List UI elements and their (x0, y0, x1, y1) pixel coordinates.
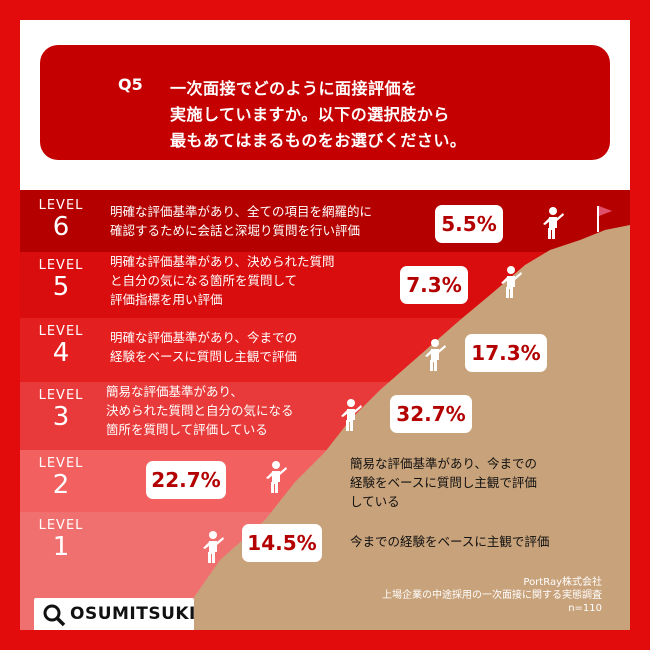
level-word: LEVEL (38, 324, 84, 339)
question-line-2: 実施していますか。以下の選択肢から (170, 105, 450, 124)
climber-icon-2 (266, 461, 287, 493)
climber-icon-3 (341, 399, 362, 431)
climber-icon-1 (203, 531, 224, 563)
level-number: 3 (52, 402, 70, 432)
value-bubble-6: 5.5% (435, 205, 503, 243)
climber-icon-4 (425, 339, 446, 371)
level-label-6: LEVEL 6 (20, 190, 102, 241)
level-number: 5 (52, 272, 70, 302)
level-band-6 (20, 190, 630, 252)
magnifier-icon (43, 604, 66, 627)
value-bubble-4: 17.3% (465, 334, 547, 372)
logo-text: OSUMITSUKI (70, 604, 196, 624)
question-box: Q5 一次面接でどのように面接評価を 実施していますか。以下の選択肢から 最もあ… (40, 45, 610, 160)
question-line-3: 最もあてはまるものをお選びください。 (170, 131, 467, 150)
level-number: 1 (52, 532, 70, 562)
level-number: 2 (52, 470, 70, 500)
level-label-4: LEVEL 4 (20, 316, 102, 367)
value-bubble-1: 14.5% (242, 524, 322, 562)
source-note: PortRay株式会社 上場企業の中途採用の一次面接に関する実態調査 n=110 (382, 576, 602, 615)
level-word: LEVEL (38, 258, 84, 273)
level-number: 4 (52, 338, 70, 368)
value-bubble-2: 22.7% (146, 461, 226, 499)
source-survey: 上場企業の中途採用の一次面接に関する実態調査 (382, 590, 602, 601)
level-number: 6 (52, 212, 70, 242)
logo: OSUMITSUKI (34, 598, 196, 630)
level-label-1: LEVEL 1 (20, 510, 102, 561)
level-label-3: LEVEL 3 (20, 380, 102, 431)
level-label-5: LEVEL 5 (20, 250, 102, 301)
poster-card: Q5 一次面接でどのように面接評価を 実施していますか。以下の選択肢から 最もあ… (20, 20, 630, 630)
flag-icon (599, 206, 612, 216)
value-bubble-3: 32.7% (390, 395, 472, 433)
level-description-6: 明確な評価基準があり、全ての項目を網羅的に 確認するために会話と深堀り質問を行い… (110, 204, 373, 238)
question-line-1: 一次面接でどのように面接評価を (170, 79, 418, 98)
level-description-3: 簡易な評価基準があり、 決められた質問と自分の気になる 箇所を質問して評価してい… (106, 384, 294, 437)
climber-icon-6 (543, 207, 564, 239)
level-word: LEVEL (38, 198, 84, 213)
source-company: PortRay株式会社 (523, 577, 602, 588)
level-description-2: 簡易な評価基準があり、今までの 経験をベースに質問し主観で評価 している (350, 456, 538, 509)
source-n: n=110 (568, 603, 602, 614)
question-number: Q5 (118, 75, 143, 94)
level-description-1: 今までの経験をベースに主観で評価 (350, 534, 550, 549)
level-word: LEVEL (38, 388, 84, 403)
value-bubble-5: 7.3% (400, 266, 468, 304)
level-word: LEVEL (38, 456, 84, 471)
climber-icon-5 (501, 266, 522, 298)
level-description-5: 明確な評価基準があり、決められた質問 と自分の気になる箇所を質問して 評価指標を… (110, 254, 335, 307)
level-description-4: 明確な評価基準があり、今までの 経験をベースに質問し主観で評価 (110, 330, 298, 364)
level-word: LEVEL (38, 518, 84, 533)
level-label-2: LEVEL 2 (20, 448, 102, 499)
